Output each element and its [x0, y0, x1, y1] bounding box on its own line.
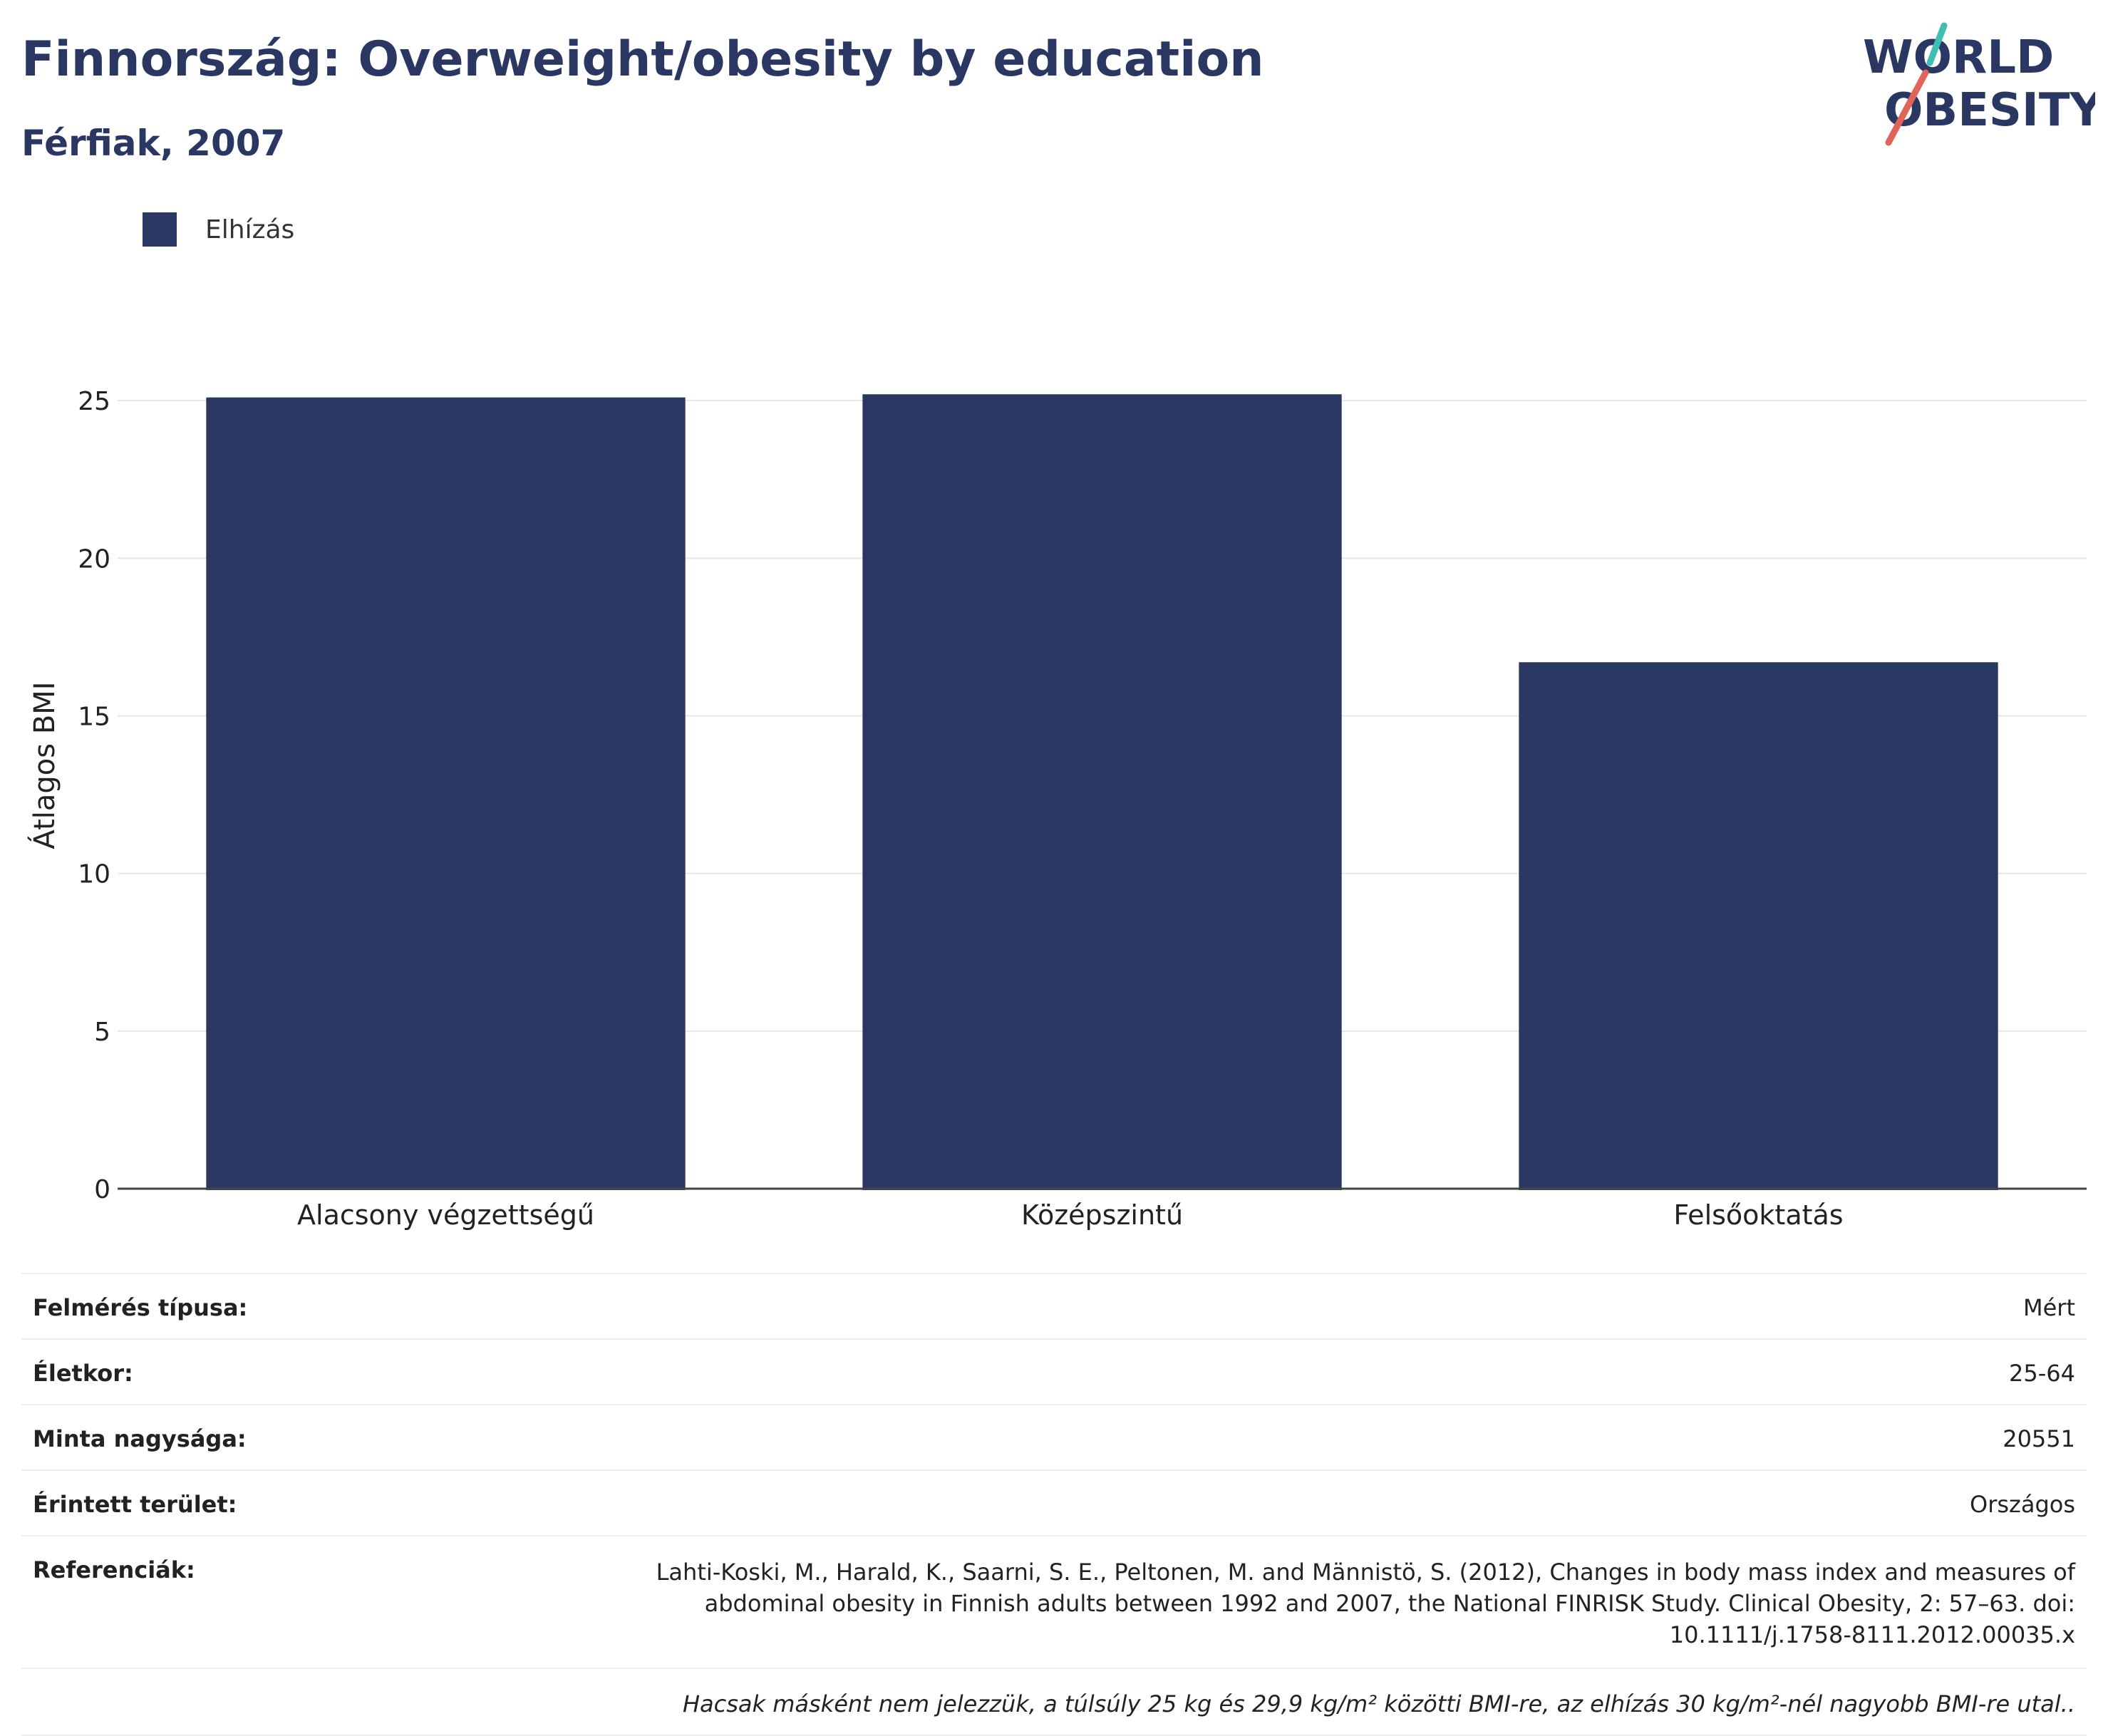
info-value: Országos	[1970, 1491, 2075, 1518]
y-tick-label: 20	[78, 544, 110, 574]
y-axis-title: Átlagos BMI	[27, 681, 61, 849]
info-label: Érintett terület:	[33, 1491, 237, 1518]
chart-subtitle: Férfiak, 2007	[21, 123, 286, 164]
logo-slash-red	[1885, 69, 1929, 146]
info-row-sample-size: Minta nagysága: 20551	[21, 1405, 2087, 1471]
info-label: Referenciák:	[33, 1556, 195, 1583]
info-row-survey-type: Felmérés típusa: Mért	[21, 1274, 2087, 1340]
chart-legend[interactable]: Elhízás	[143, 212, 294, 247]
bars	[206, 394, 1998, 1191]
info-value: 20551	[2003, 1425, 2075, 1452]
bar-chart: 0 5 10 15 20 25 Alacsony végzettségű Középszint…	[27, 387, 2087, 1231]
info-value: 25-64	[2009, 1360, 2075, 1387]
y-tick-label: 15	[78, 702, 110, 731]
info-row-area: Érintett terület: Országos	[21, 1471, 2087, 1536]
y-tick-label: 5	[94, 1018, 110, 1047]
info-row-age: Életkor: 25-64	[21, 1340, 2087, 1405]
y-tick-label: 25	[78, 387, 110, 416]
info-row-references: Referenciák: Lahti-Koski, M., Harald, K.…	[21, 1536, 2087, 1669]
y-tick-label: 10	[78, 860, 110, 889]
y-tick-label: 0	[94, 1175, 110, 1204]
info-value: Mért	[2023, 1294, 2075, 1321]
chart-title: Finnország: Overweight/obesity by educat…	[21, 31, 1264, 88]
info-label: Életkor:	[33, 1360, 133, 1387]
x-tick-label: Felsőoktatás	[1673, 1199, 1843, 1231]
legend-label: Elhízás	[205, 215, 295, 244]
logo-slash-teal	[1926, 22, 1948, 66]
info-label: Minta nagysága:	[33, 1425, 247, 1452]
x-tick-label: Középszintű	[1021, 1199, 1183, 1231]
logo-text-obesity: OBESITY	[1884, 84, 2095, 137]
legend-swatch	[143, 212, 177, 247]
info-table: Felmérés típusa: Mért Életkor: 25-64 Min…	[21, 1273, 2087, 1736]
bar[interactable]	[206, 397, 686, 1190]
info-label: Felmérés típusa:	[33, 1294, 248, 1321]
bar[interactable]	[862, 394, 1342, 1191]
world-obesity-logo: WORLD OBESITY	[1863, 22, 2095, 146]
info-value-reference: Lahti-Koski, M., Harald, K., Saarni, S. …	[656, 1559, 2075, 1648]
logo-text-world: WORLD	[1863, 31, 2054, 84]
bar[interactable]	[1519, 662, 1998, 1190]
axes: 0 5 10 15 20 25 Alacsony végzettségű Középszint…	[27, 387, 2087, 1231]
x-tick-label: Alacsony végzettségű	[297, 1199, 594, 1231]
definition-note: Hacsak másként nem jelezzük, a túlsúly 2…	[21, 1669, 2087, 1736]
